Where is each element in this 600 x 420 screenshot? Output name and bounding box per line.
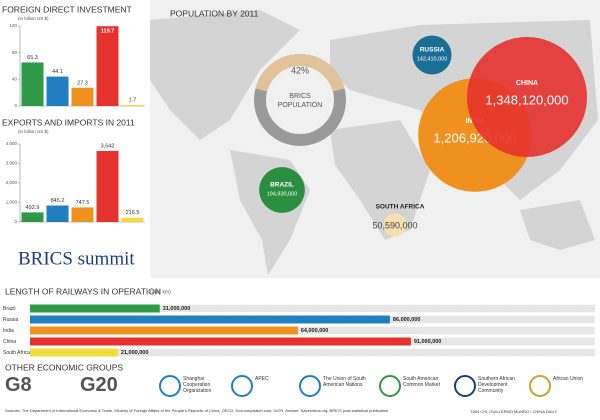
group-name: The Union of South American Nations [323, 376, 367, 388]
bubble-name: SOUTH AFRICA [376, 204, 425, 211]
group-name: African Union [553, 376, 584, 382]
bubble [467, 37, 587, 157]
bar [21, 62, 44, 106]
bubble-value: 50,590,000 [372, 220, 417, 230]
y-tick-label: 120 [9, 23, 17, 28]
group-logo [529, 375, 551, 397]
bar [96, 150, 119, 222]
overlay-title: BRICS summit [18, 248, 135, 269]
bubble-value: 1,348,120,000 [485, 92, 568, 107]
bar [96, 26, 119, 107]
chart-subtitle: (in billion US $) [18, 16, 49, 21]
value-label: 3,642 [101, 143, 115, 149]
bar [30, 348, 118, 357]
value-label: 492.9 [26, 205, 40, 211]
bubble-name: CHINA [516, 80, 538, 87]
chart-title: EXPORTS AND IMPORTS IN 2011 [2, 117, 135, 127]
bar [46, 76, 69, 106]
donut-center: BRICS [289, 93, 311, 100]
group-name: G8 [5, 374, 32, 396]
y-tick-label: 0 [14, 103, 17, 108]
group-name: APEC [255, 376, 269, 382]
value-label: 65.3 [27, 55, 38, 61]
category-label: Russia [3, 317, 19, 323]
bar [30, 304, 160, 313]
value-label: 216.5 [126, 210, 140, 216]
section-title: OTHER ECONOMIC GROUPS [5, 362, 123, 372]
bar [30, 326, 298, 335]
bar [121, 104, 144, 106]
bar [121, 217, 144, 222]
group-logo [379, 375, 401, 397]
group-logo [299, 375, 321, 397]
donut-label: 42% [291, 65, 309, 75]
bar [71, 207, 94, 222]
value-label: 64,000,000 [301, 328, 329, 334]
bubble-value: 142,410,000 [417, 56, 448, 62]
chart-title: POPULATION BY 2011 [170, 8, 259, 18]
y-tick-label: 80 [12, 50, 18, 55]
bubble-name: BRAZIL [270, 182, 294, 189]
y-tick-label: 4,000 [6, 141, 18, 146]
value-label: 31,000,000 [163, 306, 191, 312]
value-label: 44.1 [52, 69, 63, 75]
bar [30, 315, 390, 324]
bubble-value: 194,930,000 [267, 191, 298, 197]
y-tick-label: 3,000 [6, 161, 18, 166]
value-label: 1.7 [129, 97, 137, 103]
chart-subtitle: (in billion US $) [18, 129, 49, 134]
y-tick-label: 0 [14, 219, 17, 224]
value-label: 91,000,000 [414, 339, 442, 345]
group-name: G20 [80, 374, 118, 396]
value-label: 21,000,000 [121, 350, 149, 356]
donut-center: POPULATION [278, 102, 323, 109]
bar [71, 87, 94, 106]
y-tick-label: 2,000 [6, 180, 18, 185]
group-name: South American Common Market [403, 376, 440, 388]
category-label: China [3, 339, 16, 345]
group-logo [159, 375, 181, 397]
bubble [412, 35, 452, 75]
bubble-name: RUSSIA [420, 47, 445, 54]
value-label: 845.2 [51, 198, 65, 204]
group-name: Shanghai Cooperation Organization [183, 376, 212, 394]
chart-title: FOREIGN DIRECT INVESTMENT [2, 4, 132, 14]
y-tick-label: 40 [12, 77, 18, 82]
y-tick-label: 1,000 [6, 200, 18, 205]
category-label: Brazil [3, 306, 16, 312]
chart-subtitle: (unit: km) [150, 289, 171, 295]
value-label: 27.3 [77, 80, 88, 86]
sources: Sources: The Department of International… [5, 408, 389, 413]
category-label: India [3, 328, 14, 334]
chart-title: LENGTH OF RAILWAYS IN OPERATION [5, 286, 161, 296]
bubble [259, 167, 305, 213]
donut-slice [255, 54, 345, 92]
bar [30, 337, 411, 346]
group-logo [454, 375, 476, 397]
group-logo [231, 375, 253, 397]
bubble [383, 213, 407, 237]
credit: TIAN CHI, GUILLERMO MUNRO / CHINA DAILY [470, 409, 558, 414]
value-label: 86,000,000 [393, 317, 421, 323]
group-name: Southern African Development Community [478, 376, 515, 394]
category-label: South Africa [3, 350, 30, 356]
value-label: 747.5 [76, 200, 90, 206]
bar [21, 212, 44, 222]
value-label: 119.7 [101, 29, 114, 35]
bar [46, 205, 69, 222]
